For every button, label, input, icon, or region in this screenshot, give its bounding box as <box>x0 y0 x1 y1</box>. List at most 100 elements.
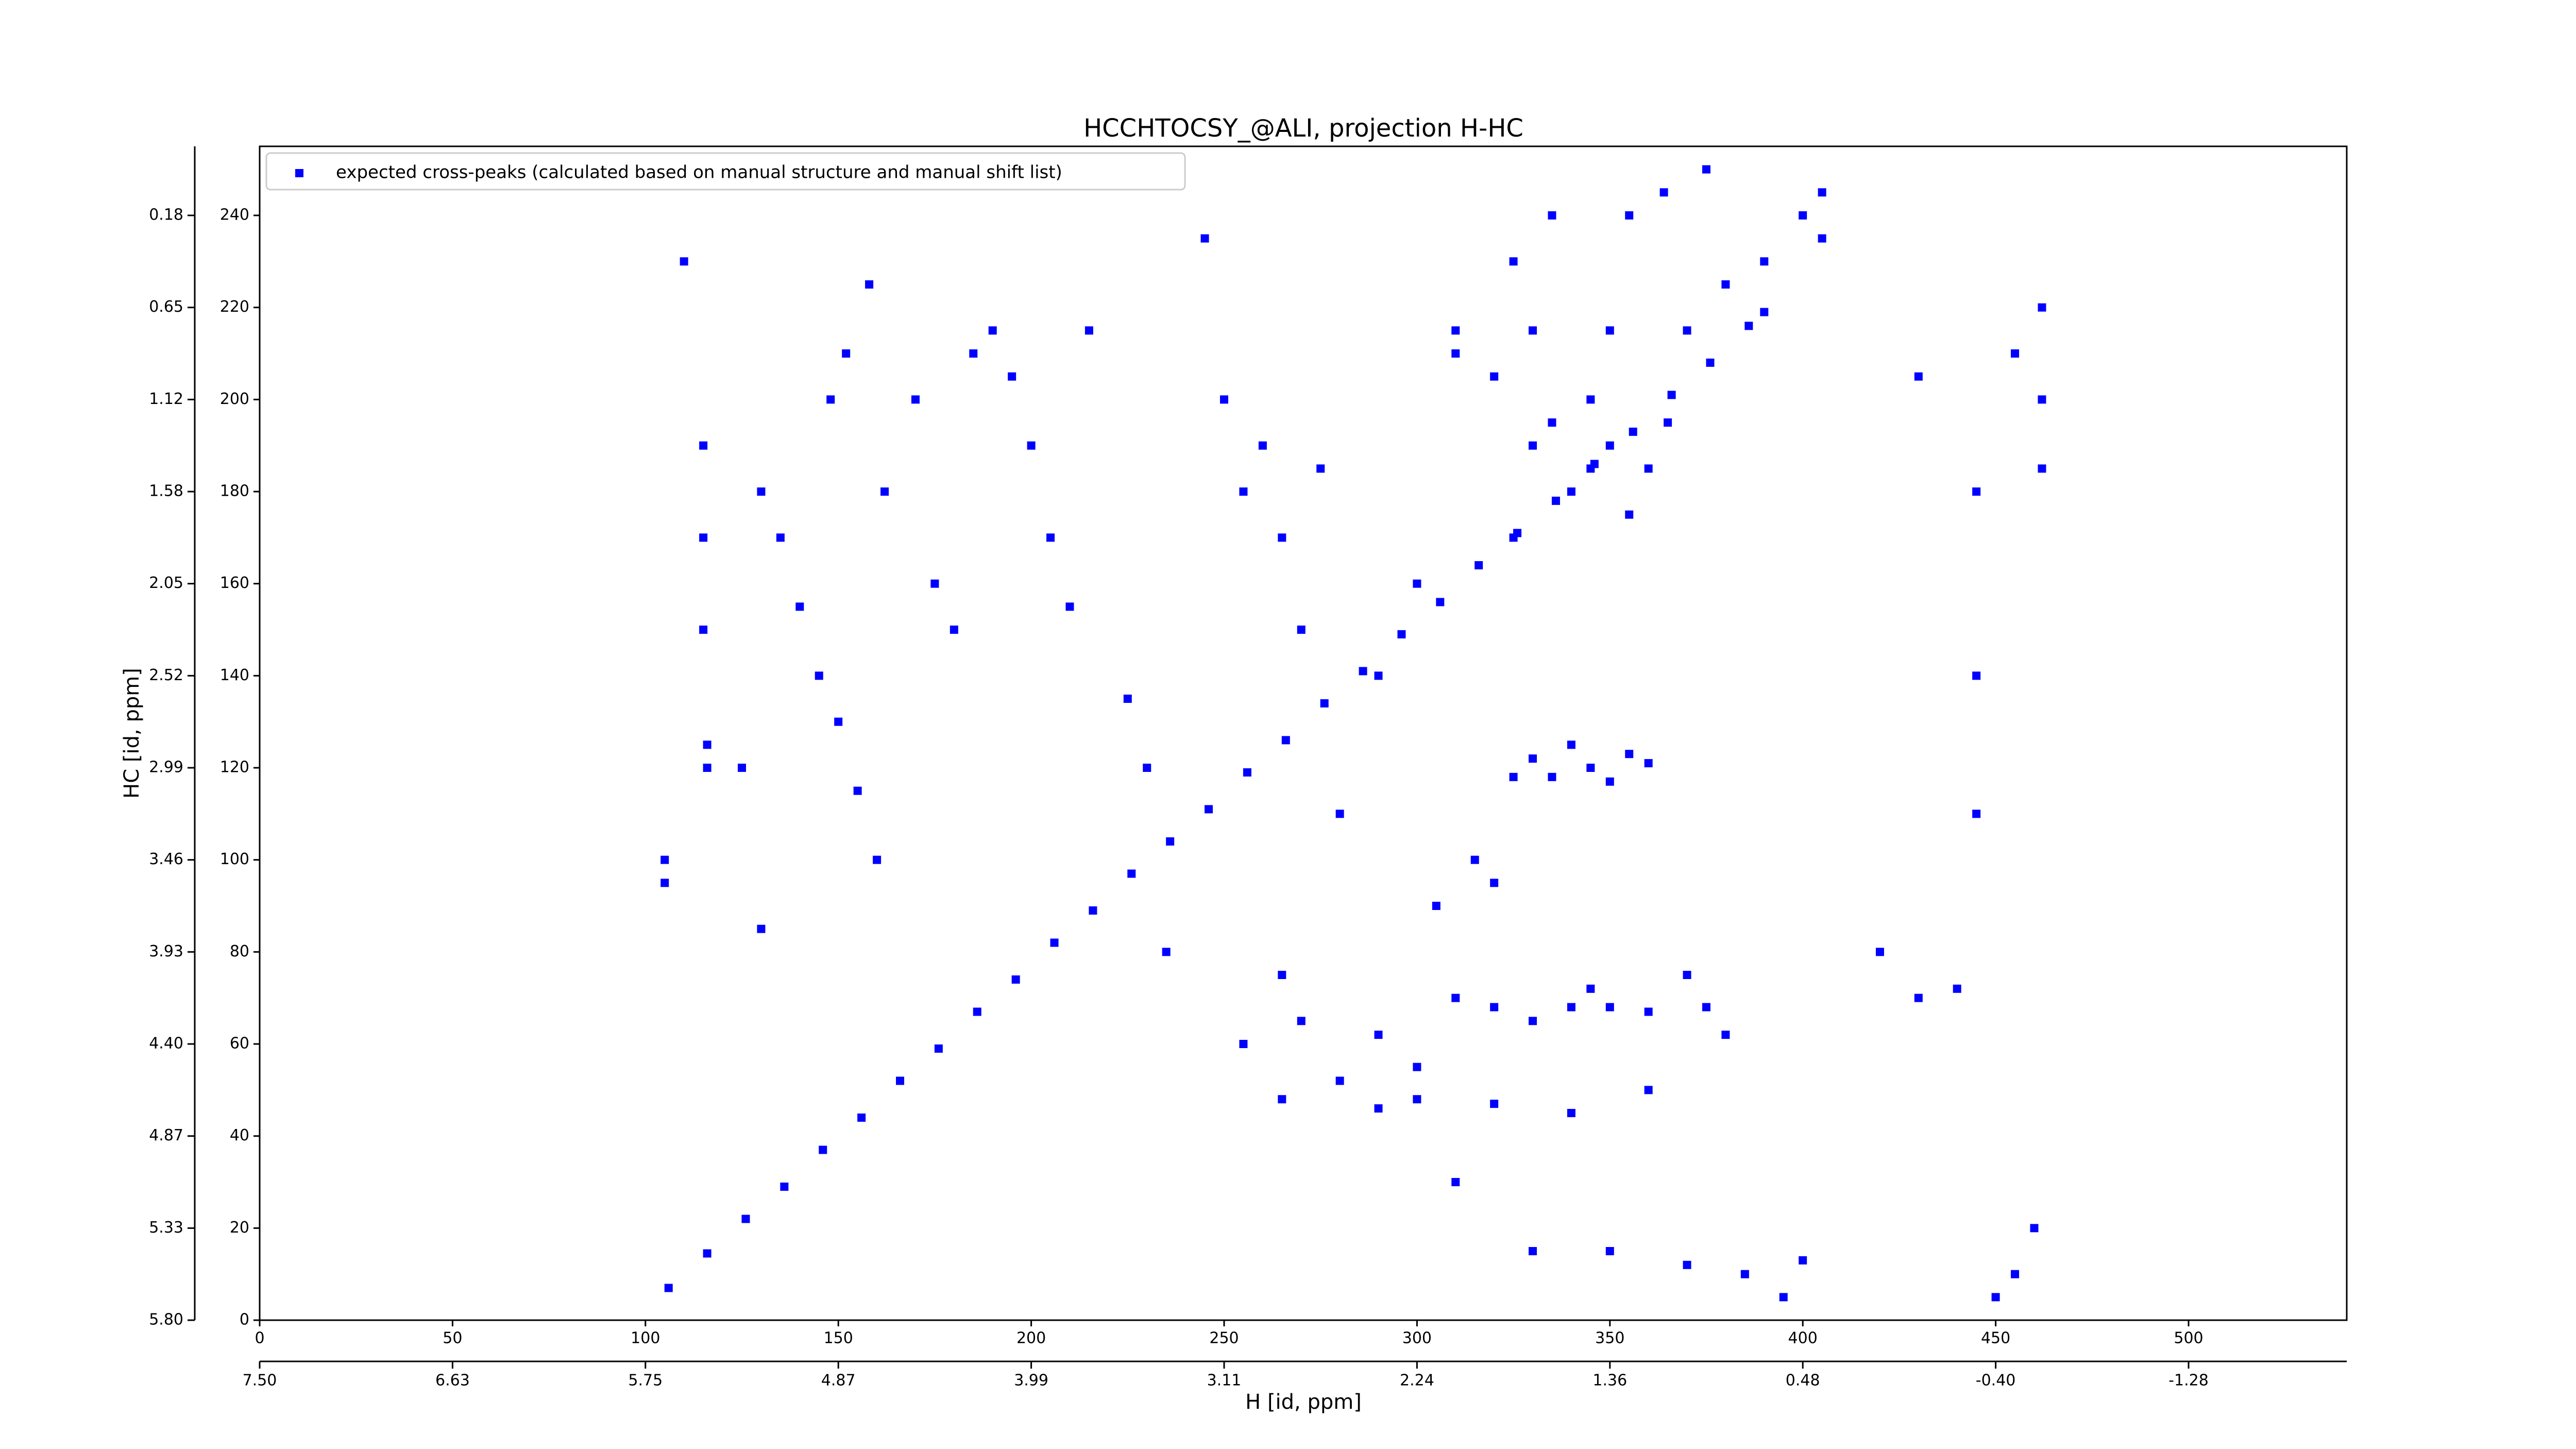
data-point <box>1166 837 1175 846</box>
data-point <box>1605 1003 1614 1012</box>
data-point <box>1567 487 1575 496</box>
data-point <box>1625 510 1634 519</box>
data-point <box>1799 211 1807 220</box>
x2-tick-label: 6.63 <box>435 1372 470 1390</box>
data-point <box>1683 1260 1691 1269</box>
data-point <box>1374 1104 1383 1113</box>
data-point <box>795 602 804 611</box>
data-point <box>1629 427 1637 436</box>
x-tick-label: 150 <box>824 1329 853 1347</box>
data-point <box>757 924 766 933</box>
data-point <box>1972 810 1981 818</box>
data-point <box>1374 671 1383 680</box>
data-point <box>853 786 862 795</box>
y2-tick-label: 3.93 <box>149 942 183 961</box>
data-point <box>1162 948 1171 956</box>
data-point <box>1744 322 1753 330</box>
data-point <box>680 257 688 266</box>
data-point <box>1567 740 1575 749</box>
y-tick-label: 160 <box>220 574 249 592</box>
y2-tick-label: 2.52 <box>149 666 183 684</box>
x-tick-label: 200 <box>1016 1329 1046 1347</box>
data-point <box>1475 561 1483 569</box>
data-point <box>1529 1017 1537 1025</box>
x2-tick-label: 1.36 <box>1592 1372 1627 1390</box>
data-point <box>988 326 997 335</box>
x-tick-label: 500 <box>2174 1329 2203 1347</box>
y2-tick-label: 1.58 <box>149 482 183 500</box>
x2-tick-label: 3.99 <box>1014 1372 1048 1390</box>
data-point <box>1991 1293 2000 1302</box>
data-point <box>1625 211 1634 220</box>
data-point <box>664 1284 673 1292</box>
data-point <box>1548 772 1556 781</box>
data-point <box>699 441 708 450</box>
data-point <box>1509 257 1518 266</box>
y-tick-label: 40 <box>230 1126 249 1144</box>
data-point <box>2038 395 2046 404</box>
data-point <box>1451 349 1460 358</box>
y2-tick-label: 0.65 <box>149 298 183 316</box>
data-point <box>1281 736 1290 745</box>
data-point <box>1529 326 1537 335</box>
y2-tick-label: 2.99 <box>149 759 183 777</box>
y-tick-label: 80 <box>230 942 249 961</box>
data-point <box>1046 533 1055 542</box>
data-point <box>741 1215 750 1223</box>
data-point <box>1239 487 1248 496</box>
y2-tick-label: 4.87 <box>149 1126 183 1144</box>
data-point <box>865 280 874 289</box>
data-point <box>703 764 711 772</box>
data-point <box>1972 487 1981 496</box>
data-point <box>1702 1003 1710 1012</box>
y-axis-label: HC [id, ppm] <box>120 668 144 799</box>
x2-tick-label: 5.75 <box>628 1372 663 1390</box>
data-point <box>1914 993 1923 1002</box>
data-point <box>1548 418 1556 427</box>
data-point <box>1050 938 1059 947</box>
data-point <box>1664 418 1672 427</box>
y2-tick-label: 0.18 <box>149 206 183 224</box>
data-point <box>1953 984 1961 993</box>
data-point <box>2030 1224 2039 1233</box>
data-point <box>1551 496 1560 505</box>
x-tick-label: 50 <box>443 1329 462 1347</box>
data-point <box>1972 671 1981 680</box>
data-point <box>1359 667 1367 676</box>
y2-tick-label: 1.12 <box>149 390 183 408</box>
data-point <box>2038 303 2046 312</box>
y2-tick-label: 4.40 <box>149 1035 183 1053</box>
data-point <box>1219 395 1228 404</box>
data-point <box>1413 1095 1421 1104</box>
data-point <box>1509 533 1518 542</box>
y2-tick-label: 2.05 <box>149 574 183 592</box>
data-point <box>1490 1003 1499 1012</box>
data-point <box>1316 464 1325 473</box>
data-point <box>780 1182 789 1191</box>
data-point <box>1490 372 1499 381</box>
data-point <box>1605 441 1614 450</box>
data-point <box>1659 188 1668 197</box>
data-point <box>1818 188 1826 197</box>
data-point <box>1205 805 1213 814</box>
legend-box <box>265 152 1186 191</box>
data-point <box>873 855 882 864</box>
y-tick-label: 240 <box>220 206 249 224</box>
data-point <box>660 879 669 887</box>
chart-title: HCCHTOCSY_@ALI, projection H-HC <box>1083 114 1523 143</box>
data-point <box>1644 464 1653 473</box>
x2-tick-label: 0.48 <box>1786 1372 1820 1390</box>
x2-tick-label: 7.50 <box>243 1372 277 1390</box>
data-point <box>1567 1003 1575 1012</box>
data-point <box>757 487 766 496</box>
y-tick-label: 140 <box>220 666 249 684</box>
data-point <box>819 1145 827 1154</box>
data-point <box>1320 699 1329 707</box>
data-point <box>1011 975 1020 984</box>
data-point <box>2011 1270 2020 1278</box>
data-point <box>1779 1293 1788 1302</box>
data-point <box>1914 372 1923 381</box>
data-point <box>1702 165 1710 174</box>
x-tick-label: 0 <box>255 1329 264 1347</box>
data-point <box>1027 441 1036 450</box>
